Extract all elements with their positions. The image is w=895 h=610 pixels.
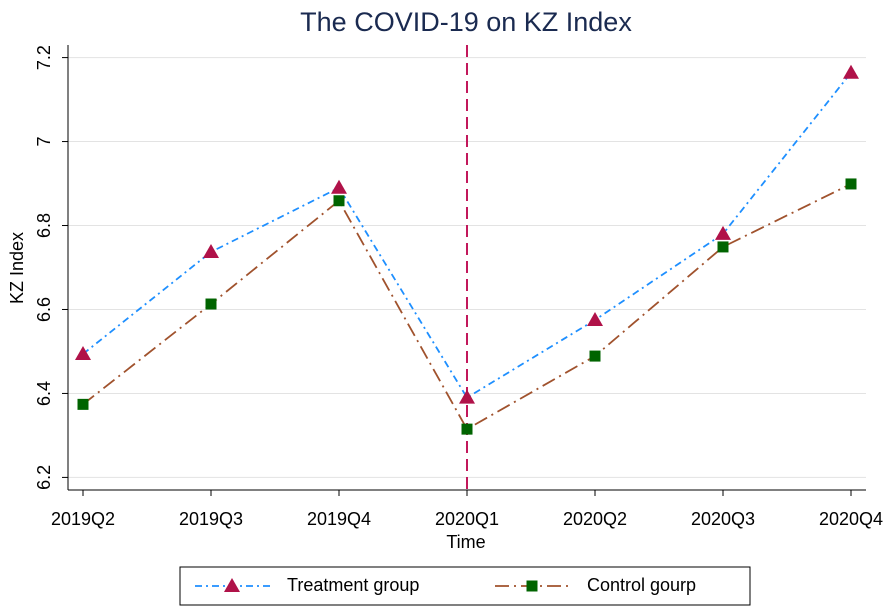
- legend-label: Control gourp: [587, 575, 696, 595]
- point: [845, 178, 857, 190]
- x-axis-label: Time: [446, 532, 485, 552]
- y-tick-label: 6.6: [34, 297, 54, 322]
- point: [715, 225, 731, 240]
- point: [333, 195, 345, 207]
- y-tick-label: 6.2: [34, 465, 54, 490]
- x-tick-label: 2020Q2: [563, 509, 627, 529]
- legend-marker: [526, 580, 538, 592]
- chart-title: The COVID-19 on KZ Index: [300, 7, 632, 37]
- point: [587, 311, 603, 326]
- legend-box: [179, 566, 751, 606]
- point: [77, 398, 89, 410]
- point: [461, 423, 473, 435]
- y-tick-label: 7.2: [34, 45, 54, 70]
- x-tick-label: 2020Q1: [435, 509, 499, 529]
- point: [459, 389, 475, 404]
- x-tick-label: 2020Q4: [819, 509, 883, 529]
- y-tick-label: 6.8: [34, 213, 54, 238]
- y-tick-label: 6.4: [34, 381, 54, 406]
- legend-label: Treatment group: [287, 575, 419, 595]
- point: [589, 350, 601, 362]
- x-tick-label: 2019Q2: [51, 509, 115, 529]
- point: [75, 345, 91, 360]
- legend-marker: [224, 578, 240, 592]
- x-tick-label: 2019Q4: [307, 509, 371, 529]
- point: [203, 243, 219, 258]
- x-tick-label: 2020Q3: [691, 509, 755, 529]
- point: [205, 298, 217, 310]
- x-tick-label: 2019Q3: [179, 509, 243, 529]
- y-axis-label: KZ Index: [7, 232, 27, 304]
- y-tick-label: 7: [34, 137, 54, 147]
- point: [717, 241, 729, 253]
- point: [331, 179, 347, 194]
- point: [843, 64, 859, 79]
